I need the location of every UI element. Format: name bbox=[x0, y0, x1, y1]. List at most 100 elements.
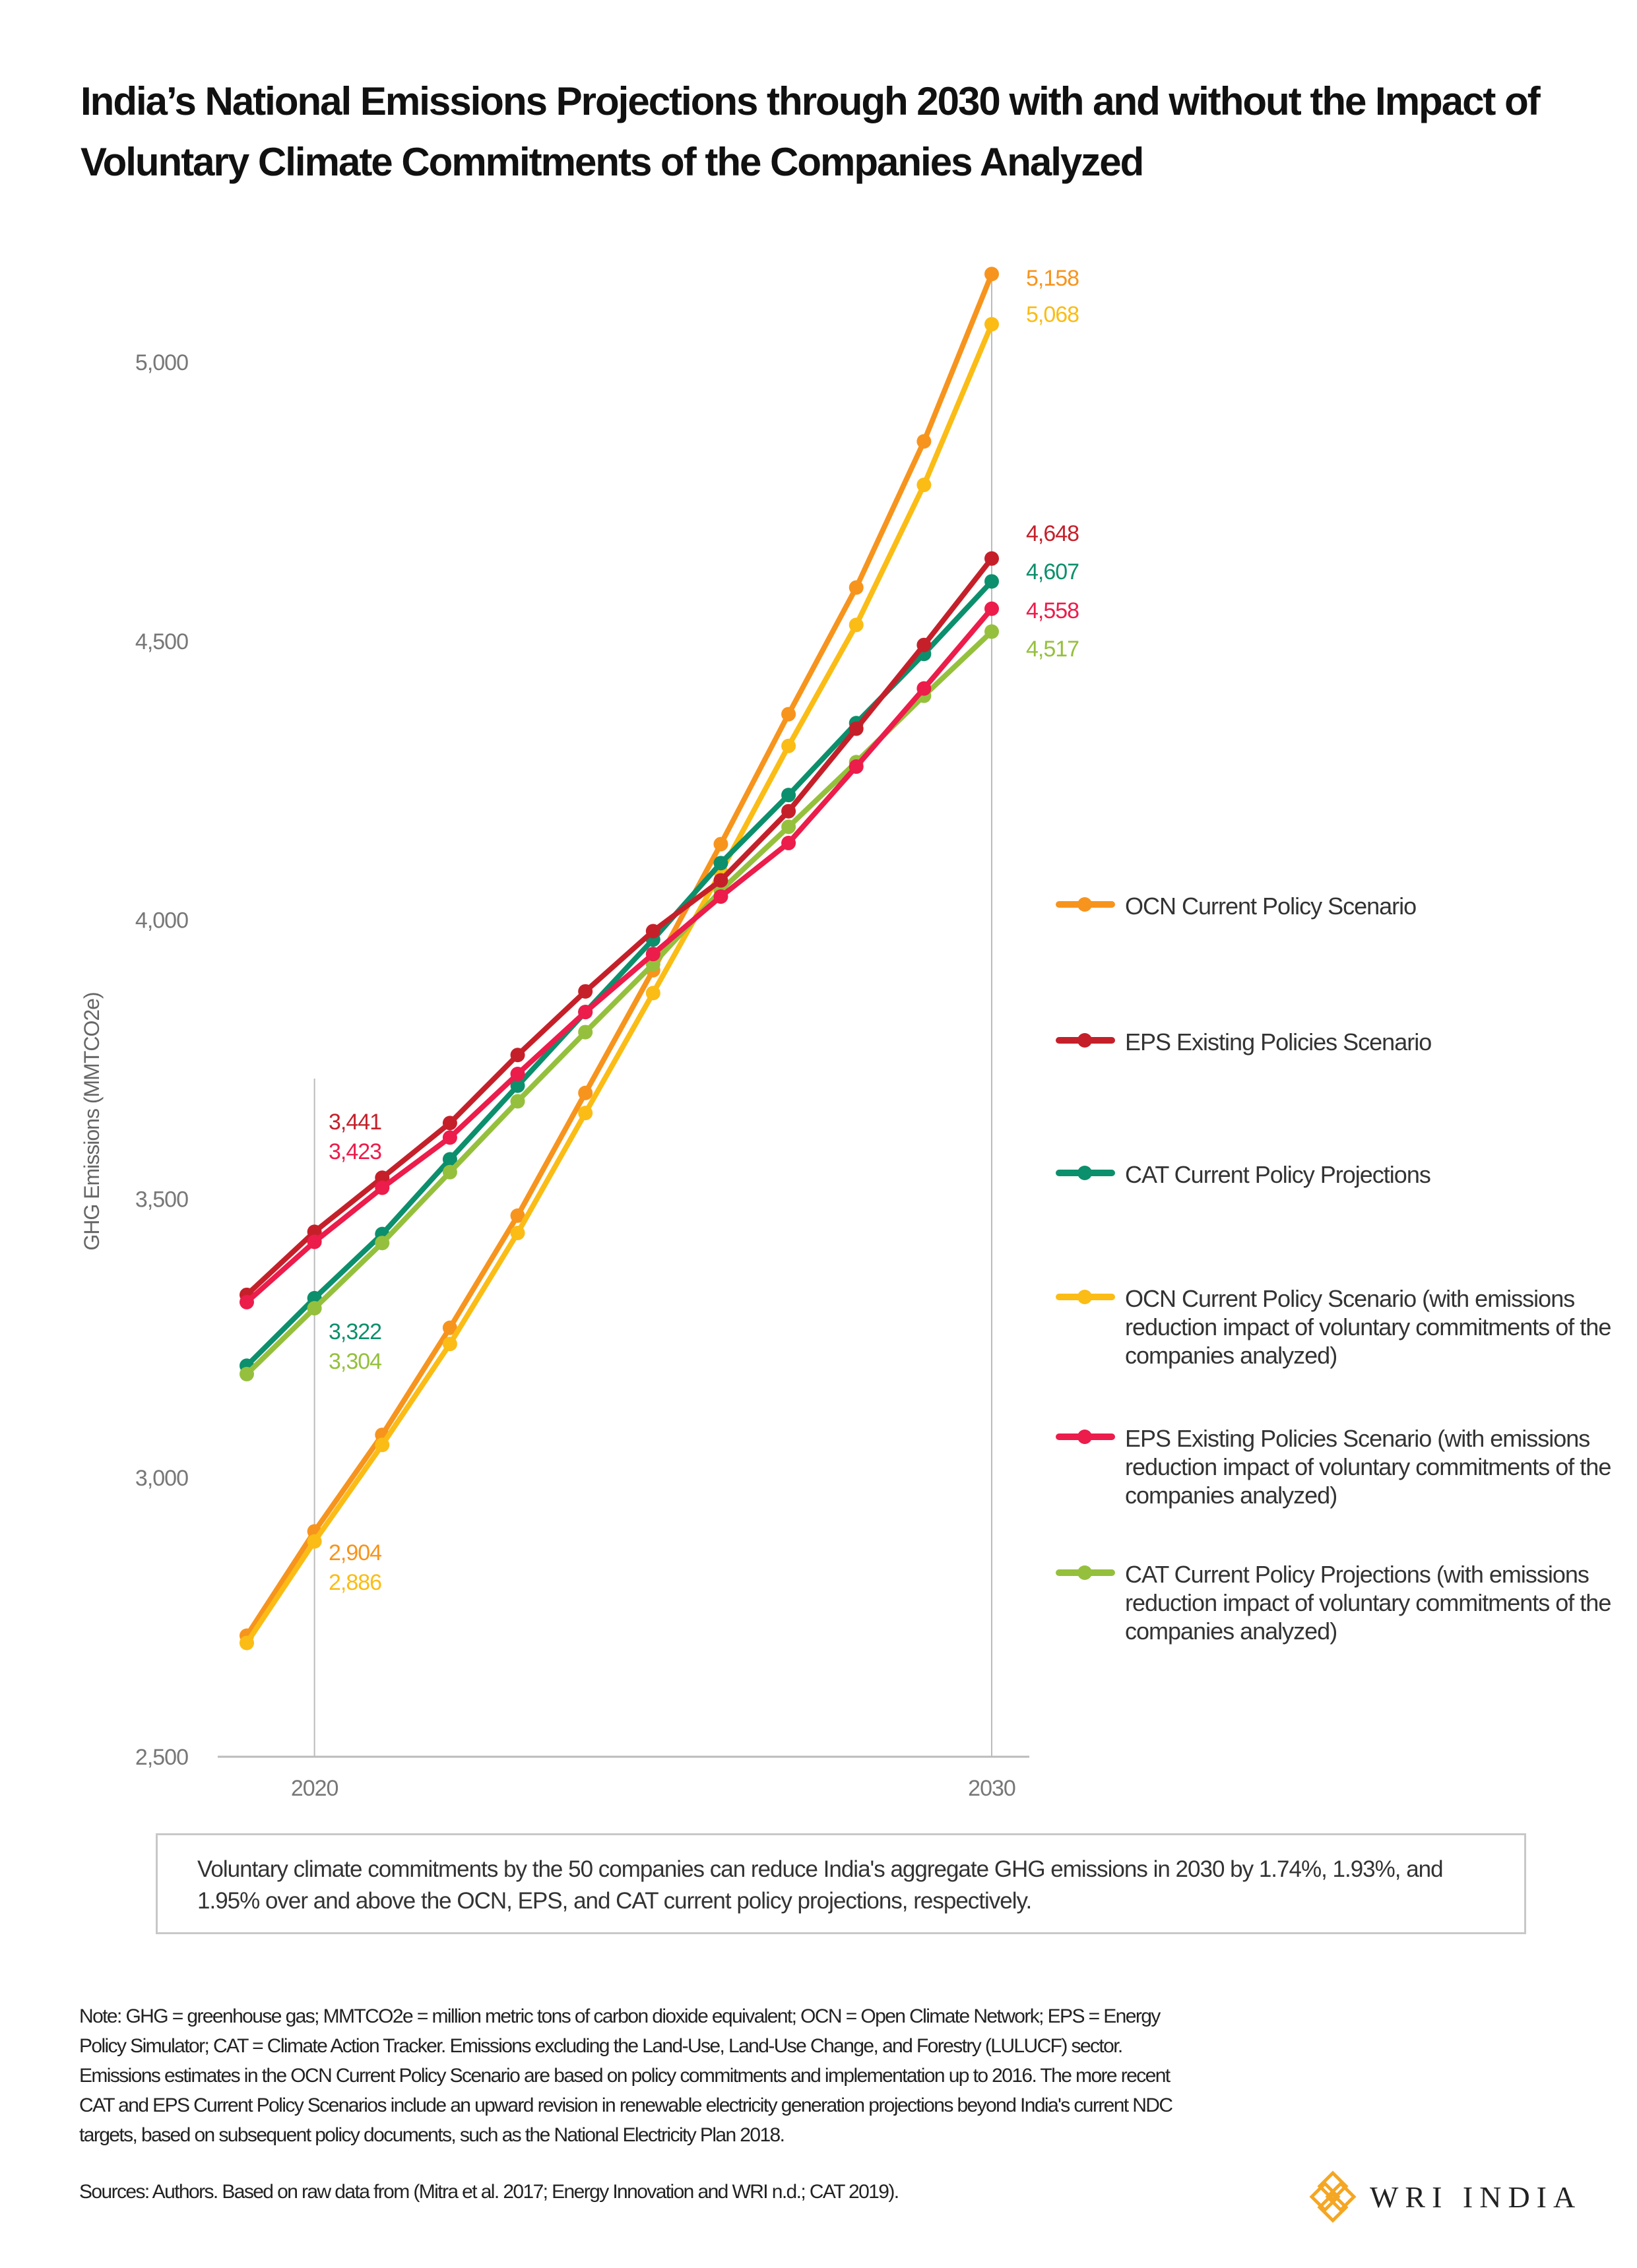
data-point bbox=[240, 1294, 254, 1309]
y-tick-label: 2,500 bbox=[135, 1745, 188, 1770]
data-point bbox=[984, 624, 999, 639]
data-point bbox=[849, 759, 864, 774]
data-point bbox=[240, 1366, 254, 1381]
data-point bbox=[645, 924, 660, 939]
legend-marker bbox=[1077, 897, 1092, 912]
data-point bbox=[713, 856, 728, 871]
data-point bbox=[510, 1048, 525, 1063]
data-point bbox=[442, 1130, 457, 1145]
data-point bbox=[510, 1094, 525, 1109]
data-point bbox=[510, 1066, 525, 1081]
data-label-2020: 3,322 bbox=[329, 1319, 381, 1344]
series-line bbox=[244, 272, 994, 1637]
data-point bbox=[713, 836, 728, 852]
legend-marker bbox=[1077, 1166, 1092, 1180]
y-tick-label: 4,000 bbox=[135, 908, 188, 933]
wri-knot-icon bbox=[1309, 2170, 1357, 2223]
legend-label: CAT Current Policy Projections bbox=[1125, 1161, 1431, 1188]
note-text: Note: GHG = greenhouse gas; MMTCO2e = mi… bbox=[79, 2005, 1173, 2146]
y-tick-label: 3,500 bbox=[135, 1187, 188, 1212]
data-point bbox=[307, 1224, 322, 1240]
data-label-2030: 4,607 bbox=[1026, 559, 1079, 584]
data-point bbox=[442, 1164, 457, 1180]
data-point bbox=[578, 1085, 593, 1100]
data-point bbox=[984, 551, 999, 566]
data-point bbox=[781, 819, 796, 835]
legend-label: OCN Current Policy Scenario bbox=[1125, 893, 1417, 920]
data-point bbox=[916, 478, 932, 493]
data-point bbox=[916, 637, 932, 652]
data-point bbox=[578, 984, 593, 999]
data-point bbox=[781, 803, 796, 819]
y-axis-label: GHG Emissions (MMTCO2e) bbox=[80, 992, 104, 1250]
data-point bbox=[375, 1180, 390, 1195]
data-label-2020: 2,904 bbox=[329, 1540, 381, 1565]
data-point bbox=[442, 1337, 457, 1352]
y-tick-label: 5,000 bbox=[135, 350, 188, 375]
data-label-2020: 3,423 bbox=[329, 1139, 381, 1164]
legend-label: EPS Existing Policies Scenario (with emi… bbox=[1125, 1425, 1611, 1509]
chart-title: India’s National Emissions Projections t… bbox=[80, 79, 1541, 184]
data-point bbox=[307, 1534, 322, 1549]
data-label-2030: 4,558 bbox=[1026, 598, 1079, 623]
data-point bbox=[984, 267, 999, 282]
data-point bbox=[375, 1170, 390, 1185]
data-point bbox=[713, 889, 728, 904]
data-label-2030: 4,648 bbox=[1026, 521, 1079, 546]
data-point bbox=[375, 1437, 390, 1453]
legend-label: OCN Current Policy Scenario (with emissi… bbox=[1125, 1285, 1611, 1369]
data-label-2030: 5,158 bbox=[1026, 266, 1079, 291]
data-point bbox=[849, 721, 864, 736]
y-tick-label: 3,000 bbox=[135, 1466, 188, 1491]
data-point bbox=[240, 1635, 254, 1651]
data-point bbox=[849, 617, 864, 633]
data-point bbox=[781, 835, 796, 850]
y-tick-label: 4,500 bbox=[135, 629, 188, 654]
legend-marker bbox=[1077, 1565, 1092, 1580]
data-point bbox=[578, 1005, 593, 1020]
data-label-2020: 3,304 bbox=[329, 1349, 381, 1374]
wri-india-logo: WRI INDIA bbox=[1306, 2170, 1582, 2223]
key-finding-box: Voluntary climate commitments by the 50 … bbox=[156, 1833, 1526, 1934]
x-tick-label: 2020 bbox=[291, 1776, 338, 1801]
data-point bbox=[645, 947, 660, 962]
x-tick-label: 2030 bbox=[968, 1776, 1015, 1801]
data-point bbox=[916, 681, 932, 696]
data-point bbox=[375, 1236, 390, 1251]
data-point bbox=[916, 434, 932, 449]
data-point bbox=[578, 1106, 593, 1121]
logo-text: WRI INDIA bbox=[1370, 2180, 1582, 2214]
data-point bbox=[984, 574, 999, 589]
data-point bbox=[578, 1024, 593, 1040]
series-line bbox=[245, 607, 994, 1304]
data-point bbox=[442, 1152, 457, 1167]
series-line bbox=[245, 557, 994, 1297]
data-point bbox=[781, 738, 796, 753]
data-point bbox=[645, 986, 660, 1001]
data-point bbox=[781, 788, 796, 803]
data-point bbox=[510, 1225, 525, 1240]
legend-marker bbox=[1077, 1430, 1092, 1444]
data-label-2020: 2,886 bbox=[329, 1570, 381, 1595]
data-point bbox=[442, 1116, 457, 1131]
data-point bbox=[510, 1208, 525, 1223]
series-line bbox=[244, 323, 994, 1645]
data-point bbox=[307, 1301, 322, 1316]
line-chart: 2,500 3,000 3,500 4,000 4,500 5,000 2020 2030 GH… bbox=[80, 266, 1079, 1801]
legend-marker bbox=[1077, 1290, 1092, 1304]
data-point bbox=[984, 601, 999, 616]
legend-label: CAT Current Policy Projections (with emi… bbox=[1125, 1561, 1611, 1645]
data-label-2030: 4,517 bbox=[1026, 637, 1079, 662]
data-point bbox=[713, 873, 728, 888]
sources-text: Sources: Authors. Based on raw data from… bbox=[79, 2181, 899, 2203]
data-point bbox=[307, 1234, 322, 1249]
data-label-2030: 5,068 bbox=[1026, 302, 1079, 327]
data-label-2020: 3,441 bbox=[329, 1110, 381, 1135]
data-point bbox=[781, 707, 796, 722]
data-point bbox=[984, 317, 999, 332]
data-point bbox=[442, 1320, 457, 1335]
data-point bbox=[849, 580, 864, 595]
data-point bbox=[510, 1078, 525, 1093]
legend-marker bbox=[1077, 1033, 1092, 1048]
legend-label: EPS Existing Policies Scenario bbox=[1125, 1028, 1432, 1055]
